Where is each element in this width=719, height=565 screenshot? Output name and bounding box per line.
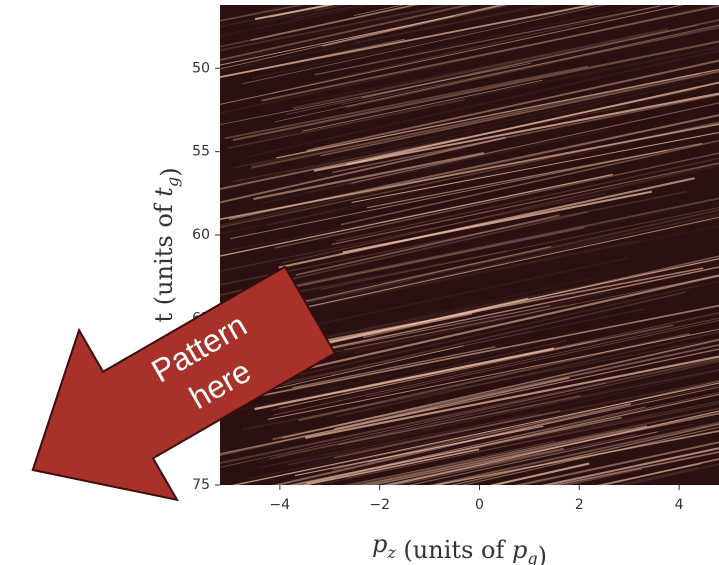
y-tick-label: 60 <box>192 227 210 243</box>
x-axis-label: pz (units of pg) <box>372 530 547 565</box>
y-tick-label: 75 <box>192 477 210 493</box>
heatmap <box>170 0 719 565</box>
x-tick-label: 4 <box>675 497 684 513</box>
x-tick-label: −2 <box>369 497 390 513</box>
y-tick-label: 55 <box>192 144 210 160</box>
x-tick-label: 2 <box>575 497 584 513</box>
y-axis-label: t (units of tg) <box>150 167 184 322</box>
x-tick-label: −4 <box>270 497 291 513</box>
x-tick-label: 0 <box>475 497 484 513</box>
y-tick-label: 50 <box>192 60 210 76</box>
chart: −4−20245055606575pz (units of pg)t (unit… <box>0 0 719 565</box>
